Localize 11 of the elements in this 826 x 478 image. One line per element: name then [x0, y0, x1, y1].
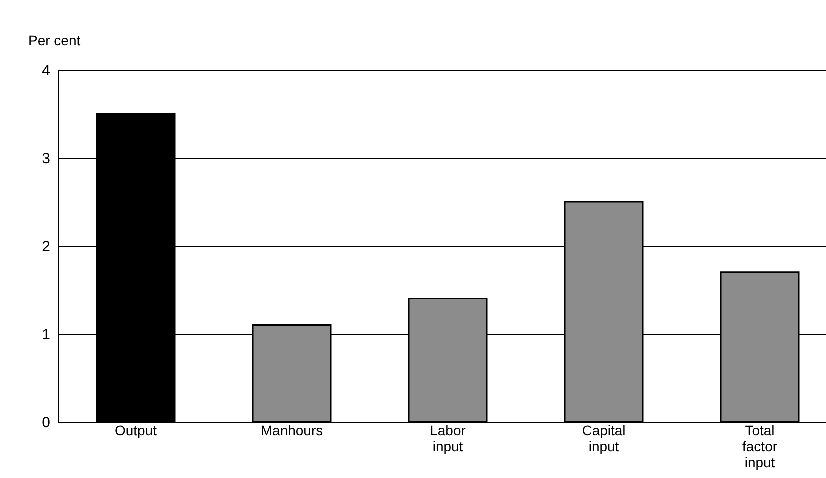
y-tick-label: 0: [42, 414, 50, 432]
y-axis-title: Per cent: [28, 32, 81, 48]
x-tick-label: Output: [114, 422, 158, 438]
y-tick-label: 1: [42, 326, 50, 344]
y-tick-label: 4: [42, 62, 50, 80]
x-tick-label: Total factor input: [742, 422, 778, 470]
y-tick-label: 3: [42, 150, 50, 168]
y-tick-label: 2: [42, 238, 50, 256]
x-tick-label: Capital input: [582, 422, 626, 454]
x-tick-label: Manhours: [260, 422, 324, 438]
x-tick-label: Labor input: [430, 422, 466, 454]
